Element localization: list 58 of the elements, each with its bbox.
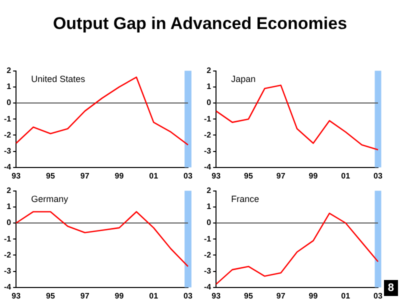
y-tick-label: 1 bbox=[206, 202, 212, 212]
x-tick-label: 95 bbox=[244, 171, 254, 180]
y-tick-label: -1 bbox=[4, 234, 12, 244]
y-tick-label: -1 bbox=[204, 114, 212, 124]
y-tick-label: -4 bbox=[204, 162, 212, 172]
x-tick-label: 99 bbox=[308, 291, 318, 300]
y-tick-label: -4 bbox=[204, 282, 212, 292]
text: 8 bbox=[384, 280, 398, 296]
x-tick-label: 01 bbox=[341, 291, 351, 300]
x-tick-label: 95 bbox=[244, 291, 254, 300]
x-tick-label: 01 bbox=[149, 171, 159, 180]
y-tick-label: -2 bbox=[4, 130, 12, 140]
y-tick-label: 2 bbox=[6, 186, 12, 196]
chart-title: Japan bbox=[231, 74, 256, 84]
x-tick-label: 95 bbox=[46, 291, 56, 300]
x-tick-label: 93 bbox=[212, 291, 222, 300]
y-tick-label: -2 bbox=[204, 250, 212, 260]
y-tick-label: 0 bbox=[206, 98, 212, 108]
x-tick-label: 01 bbox=[341, 171, 351, 180]
x-tick-label: 97 bbox=[276, 291, 286, 300]
x-tick-label: 93 bbox=[212, 171, 222, 180]
y-tick-label: -1 bbox=[204, 234, 212, 244]
x-tick-label: 93 bbox=[12, 171, 22, 180]
x-tick-label: 01 bbox=[149, 291, 159, 300]
y-tick-label: -4 bbox=[4, 162, 12, 172]
y-tick-label: -2 bbox=[204, 130, 212, 140]
x-tick-label: 03 bbox=[374, 171, 383, 180]
y-tick-label: -4 bbox=[4, 282, 12, 292]
x-tick-label: 95 bbox=[46, 171, 56, 180]
x-tick-label: 99 bbox=[308, 171, 318, 180]
y-tick-label: 2 bbox=[206, 66, 212, 76]
y-tick-label: 1 bbox=[6, 202, 12, 212]
text: Output Gap in Advanced Economies bbox=[52, 14, 348, 34]
y-tick-label: -3 bbox=[204, 266, 212, 276]
y-tick-label: 0 bbox=[6, 98, 12, 108]
chart-title: Germany bbox=[31, 194, 69, 204]
x-tick-label: 97 bbox=[276, 171, 286, 180]
y-tick-label: 1 bbox=[206, 82, 212, 92]
x-tick-label: 99 bbox=[114, 171, 124, 180]
x-tick-label: 97 bbox=[80, 291, 90, 300]
y-tick-label: 0 bbox=[6, 218, 12, 228]
x-tick-label: 03 bbox=[374, 291, 383, 300]
x-tick-label: 93 bbox=[12, 291, 22, 300]
chart-title: France bbox=[231, 194, 260, 204]
x-tick-label: 03 bbox=[184, 171, 193, 180]
y-tick-label: -3 bbox=[4, 146, 12, 156]
chart-title: United States bbox=[31, 74, 86, 84]
y-tick-label: 1 bbox=[6, 82, 12, 92]
y-tick-label: 2 bbox=[6, 66, 12, 76]
y-tick-label: 0 bbox=[206, 218, 212, 228]
y-tick-label: -1 bbox=[4, 114, 12, 124]
y-tick-label: 2 bbox=[206, 186, 212, 196]
x-tick-label: 99 bbox=[114, 291, 124, 300]
y-tick-label: -3 bbox=[4, 266, 12, 276]
x-tick-label: 97 bbox=[80, 171, 90, 180]
y-tick-label: -2 bbox=[4, 250, 12, 260]
y-tick-label: -3 bbox=[204, 146, 212, 156]
x-tick-label: 03 bbox=[184, 291, 193, 300]
